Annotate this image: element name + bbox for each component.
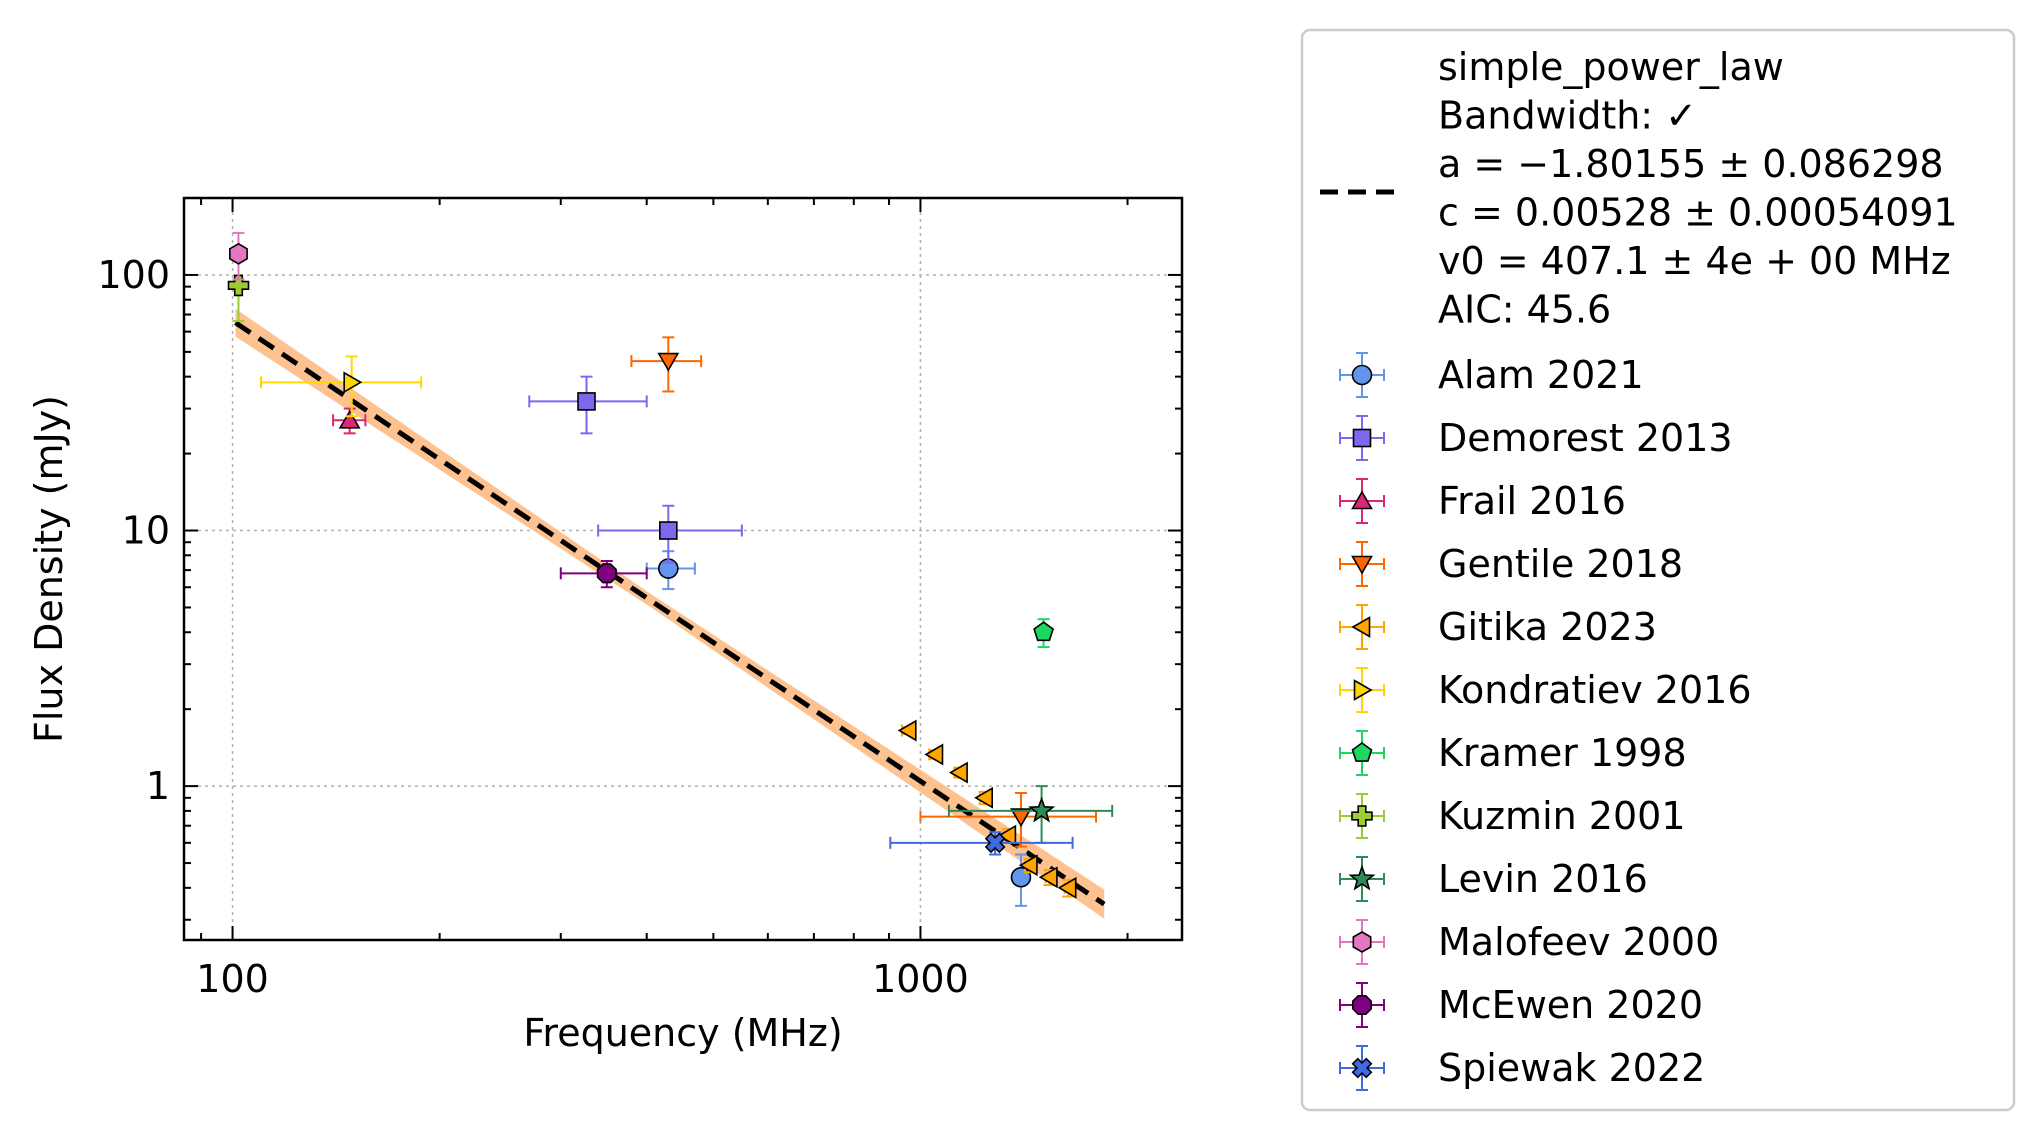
legend-label: Malofeev 2000 [1438, 920, 1719, 964]
data-point [1010, 808, 1032, 828]
legend-label: Spiewak 2022 [1438, 1046, 1705, 1090]
errorbar [889, 831, 1074, 856]
legend-fit-entry: simple_power_law Bandwidth: ✓a = −1.80155… [1320, 45, 1958, 332]
series-spiewak-2022 [889, 831, 1074, 856]
data-point [1057, 876, 1077, 899]
y-tick-label: 100 [97, 253, 170, 297]
series-kondratiev-2016 [260, 355, 423, 418]
legend-fit-text: v0 = 407.1 ± 4e + 00 MHz [1438, 239, 1951, 283]
legend-entry: Kondratiev 2016 [1339, 667, 1752, 713]
data-point [1038, 866, 1058, 889]
legend-entry: Gitika 2023 [1339, 604, 1657, 650]
series-demorest-2013 [528, 375, 743, 564]
legend-entry: Frail 2016 [1339, 478, 1626, 524]
legend-entry: Kramer 1998 [1339, 730, 1687, 776]
data-point [924, 743, 944, 766]
data-point [229, 242, 248, 265]
legend-marker [1353, 679, 1373, 701]
legend-marker [1351, 616, 1371, 638]
legend-label: Kramer 1998 [1438, 731, 1687, 775]
legend-label: Kondratiev 2016 [1438, 668, 1752, 712]
data-point [596, 563, 617, 584]
data-point [577, 392, 596, 411]
legend-entry: Gentile 2018 [1339, 541, 1683, 587]
series-gitika-2023 [897, 719, 1077, 899]
legend-label: Kuzmin 2001 [1438, 794, 1686, 838]
legend-marker [1351, 1057, 1373, 1079]
series-alam-2021 [645, 550, 1032, 907]
fit-line-layer [234, 320, 1106, 907]
legend-label: McEwen 2020 [1438, 983, 1703, 1027]
fit-line [234, 320, 1106, 907]
data-point [997, 824, 1017, 847]
legend-frame [1300, 28, 2016, 1112]
data-point [343, 371, 363, 394]
data-point [1033, 621, 1055, 642]
data-point [984, 832, 1006, 854]
legend-entry: McEwen 2020 [1339, 982, 1703, 1028]
legend-fit-text: AIC: 45.6 [1438, 288, 1611, 332]
legend-marker [1352, 931, 1372, 953]
x-tick-label: 100 [196, 957, 269, 1001]
y-tick-label: 10 [122, 509, 170, 553]
legend-marker [1348, 864, 1376, 891]
series-gentile-2018 [630, 336, 1098, 848]
legend-fit-text: simple_power_law [1438, 45, 1784, 89]
x-tick-label: 1000 [872, 957, 969, 1001]
y-tick-label: 1 [146, 764, 170, 808]
fit-band-layer [235, 308, 1105, 919]
legend-entry: Levin 2016 [1339, 856, 1648, 902]
legend-label: Alam 2021 [1438, 353, 1644, 397]
legend: simple_power_law Bandwidth: ✓a = −1.80155… [1300, 28, 2016, 1112]
legend-label: Frail 2016 [1438, 479, 1626, 523]
plot-area [227, 231, 1114, 919]
data-point [227, 274, 250, 297]
legend-marker [1351, 555, 1373, 575]
legend-label: Gentile 2018 [1438, 542, 1683, 586]
data-point [1010, 866, 1032, 888]
legend-entry: Demorest 2013 [1339, 415, 1733, 461]
legend-series-entries: Alam 2021 Demorest 2013 Frail 2016 Gentile … [1339, 352, 1752, 1091]
legend-label: Demorest 2013 [1438, 416, 1733, 460]
fit-uncertainty-band [235, 308, 1105, 919]
x-axis-label: Frequency (MHz) [523, 1011, 842, 1055]
data-point [657, 352, 680, 372]
legend-entry: Malofeev 2000 [1339, 919, 1719, 965]
legend-entry: Alam 2021 [1339, 352, 1644, 398]
legend-marker [1352, 428, 1372, 448]
legend-marker [1351, 742, 1373, 762]
legend-marker [1351, 364, 1373, 386]
legend-marker [1351, 490, 1373, 510]
legend-fit-text: Bandwidth: ✓ [1438, 94, 1697, 138]
axes-frame [182, 196, 1184, 942]
series-frail-2016 [332, 407, 367, 435]
data-point [1018, 854, 1038, 877]
series-malofeev-2000 [229, 231, 248, 281]
data-point [659, 521, 678, 540]
series-kramer-1998 [1033, 618, 1055, 649]
legend-marker [1351, 805, 1373, 827]
legend-label: Gitika 2023 [1438, 605, 1657, 649]
legend-fit-text: c = 0.00528 ± 0.00054091 [1438, 191, 1958, 235]
legend-label: Levin 2016 [1438, 857, 1648, 901]
series-mcewen-2020 [559, 559, 648, 589]
data-point [338, 409, 361, 429]
tick-labels: 100 1000 1 10 100 [97, 253, 968, 1001]
y-axis-label: Flux Density (mJy) [27, 395, 71, 743]
ticks [184, 197, 1182, 940]
data-point [974, 786, 994, 809]
legend-marker [1352, 994, 1372, 1016]
data-point [949, 761, 968, 784]
data-layer [227, 231, 1114, 907]
legend-fit-text: a = −1.80155 ± 0.086298 [1438, 142, 1944, 186]
legend-entry: Kuzmin 2001 [1339, 793, 1686, 839]
legend-entry: Spiewak 2022 [1339, 1045, 1705, 1091]
data-point [897, 719, 917, 742]
data-point [1028, 796, 1056, 823]
